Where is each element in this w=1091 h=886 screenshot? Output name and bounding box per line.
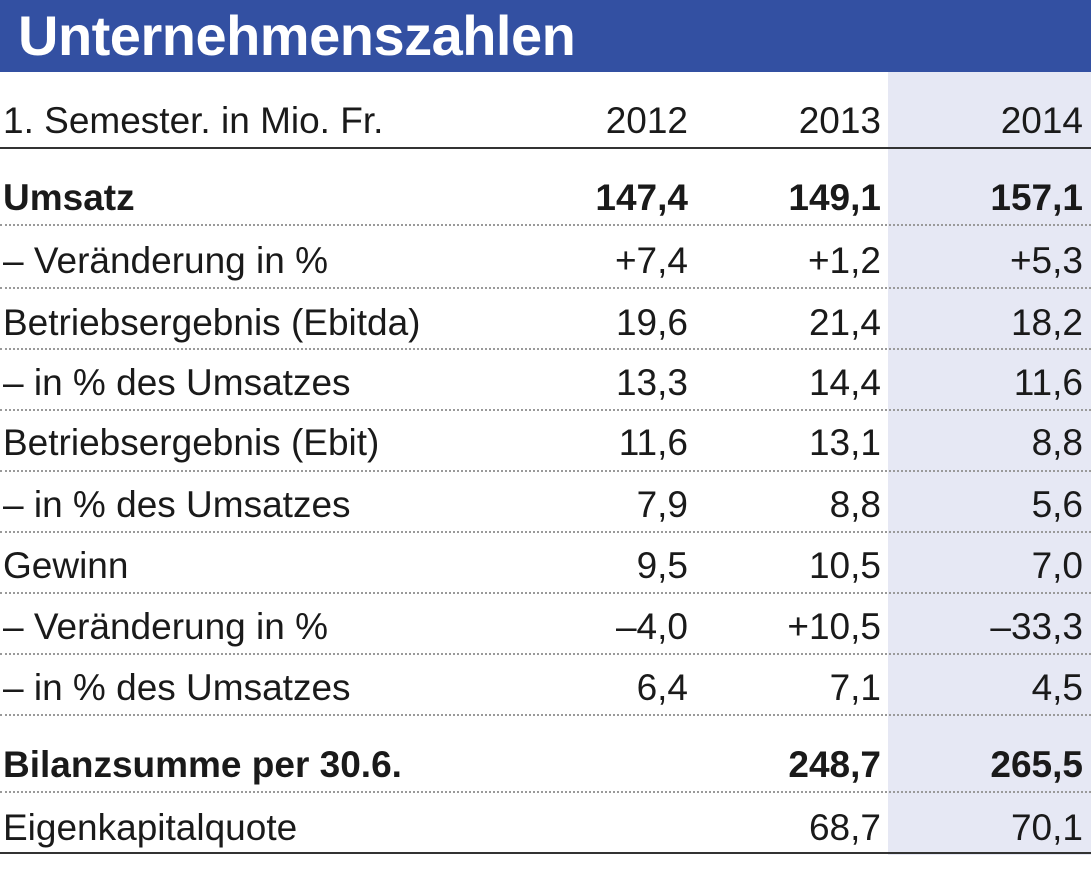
cell-2012 (560, 734, 688, 796)
row-label: – in % des Umsatzes (3, 667, 351, 708)
row-separator (0, 592, 1091, 594)
row-label: – Veränderung in % (3, 606, 329, 647)
table-row: – in % des Umsatzes 7,9 8,8 5,6 (0, 474, 1091, 536)
row-label: Bilanzsumme per 30.6. (3, 744, 402, 785)
header-year-2014: 2014 (1000, 100, 1083, 141)
cell-2013: 14,4 (808, 362, 881, 403)
cell-2012: 13,3 (615, 362, 688, 403)
table-row: – in % des Umsatzes 6,4 7,1 4,5 (0, 657, 1091, 719)
table-row: Betriebsergebnis (Ebitda) 19,6 21,4 18,2 (0, 292, 1091, 354)
row-separator (0, 531, 1091, 533)
cell-2013: 7,1 (829, 667, 881, 708)
cell-2014: 70,1 (1010, 807, 1083, 848)
table-row: – Veränderung in % –4,0 +10,5 –33,3 (0, 596, 1091, 658)
title-bar: Unternehmenszahlen (0, 0, 1091, 72)
table-row: Betriebsergebnis (Ebit) 11,6 13,1 8,8 (0, 412, 1091, 474)
cell-2013: +1,2 (807, 240, 881, 281)
row-label: – in % des Umsatzes (3, 484, 351, 525)
cell-2013: 10,5 (808, 545, 881, 586)
highlight-column-2014 (888, 72, 1091, 855)
cell-2014: 7,0 (1031, 545, 1083, 586)
cell-2014: +5,3 (1009, 240, 1083, 281)
row-separator (0, 224, 1091, 226)
table-title: Unternehmenszahlen (18, 4, 576, 67)
cell-2013: 248,7 (788, 744, 881, 785)
cell-2013: 8,8 (829, 484, 881, 525)
row-separator (0, 348, 1091, 350)
row-separator (0, 470, 1091, 472)
cell-2012: 6,4 (636, 667, 688, 708)
cell-2012: 147,4 (595, 177, 688, 218)
cell-2012: +7,4 (614, 240, 688, 281)
row-label: – Veränderung in % (3, 240, 329, 281)
table-row: – in % des Umsatzes 13,3 14,4 11,6 (0, 352, 1091, 414)
cell-2013: 21,4 (808, 302, 881, 343)
cell-2013: 68,7 (808, 807, 881, 848)
header-year-2012: 2012 (605, 100, 688, 141)
header-year-2013: 2013 (798, 100, 881, 141)
cell-2014: 5,6 (1031, 484, 1083, 525)
row-separator (0, 791, 1091, 793)
cell-2012: 9,5 (636, 545, 688, 586)
row-label: Umsatz (3, 177, 135, 218)
row-separator (0, 287, 1091, 289)
cell-2014: 18,2 (1010, 302, 1083, 343)
row-label: Gewinn (3, 545, 129, 586)
cell-2013: 13,1 (808, 422, 881, 463)
row-label: Betriebsergebnis (Ebit) (3, 422, 380, 463)
row-separator (0, 852, 1091, 854)
row-label: Betriebsergebnis (Ebitda) (3, 302, 421, 343)
table-row: Eigenkapitalquote 68,7 70,1 (0, 797, 1091, 859)
table-row: Bilanzsumme per 30.6. 248,7 265,5 (0, 734, 1091, 796)
header-row: 1. Semester. in Mio. Fr. 2012 2013 2014 (0, 90, 1091, 152)
cell-2014: 157,1 (990, 177, 1083, 218)
table-row: Gewinn 9,5 10,5 7,0 (0, 535, 1091, 597)
row-separator (0, 409, 1091, 411)
table-row: Umsatz 147,4 149,1 157,1 (0, 167, 1091, 229)
cell-2013: 149,1 (788, 177, 881, 218)
cell-2012: –4,0 (615, 606, 688, 647)
cell-2012: 19,6 (615, 302, 688, 343)
row-label: – in % des Umsatzes (3, 362, 351, 403)
row-separator (0, 714, 1091, 716)
cell-2014: 265,5 (990, 744, 1083, 785)
cell-2013: +10,5 (787, 606, 881, 647)
header-label: 1. Semester. in Mio. Fr. (3, 100, 384, 141)
row-label: Eigenkapitalquote (3, 807, 298, 848)
row-separator (0, 653, 1091, 655)
cell-2014: –33,3 (990, 606, 1083, 647)
row-separator (0, 147, 1091, 149)
cell-2012: 11,6 (618, 422, 688, 463)
cell-2014: 11,6 (1013, 362, 1083, 403)
cell-2014: 4,5 (1031, 667, 1083, 708)
cell-2012: 7,9 (636, 484, 688, 525)
table-row: – Veränderung in % +7,4 +1,2 +5,3 (0, 230, 1091, 292)
cell-2014: 8,8 (1031, 422, 1083, 463)
cell-2012 (560, 797, 688, 859)
